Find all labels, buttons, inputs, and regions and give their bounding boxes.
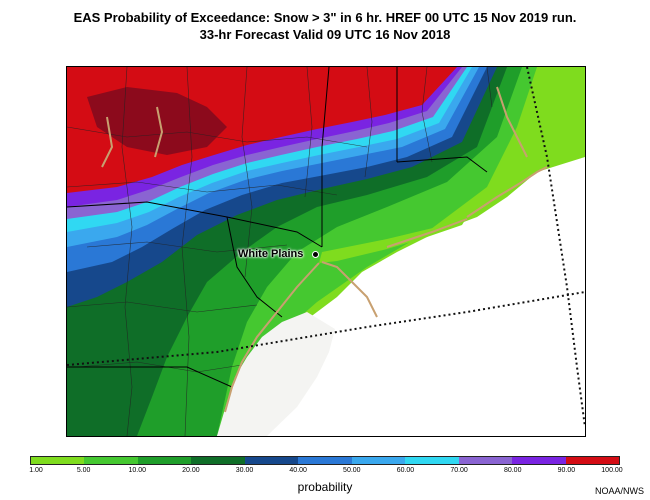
chart-title-line1: EAS Probability of Exceedance: Snow > 3"… — [73, 10, 577, 25]
colorbar-segment — [31, 457, 85, 464]
colorbar-segment — [565, 457, 619, 464]
colorbar-tick-label: 50.00 — [343, 467, 361, 474]
colorbar-segment — [351, 457, 406, 464]
probability-map — [66, 66, 586, 437]
low-prob-land — [217, 312, 335, 436]
city-label: White Plains — [238, 248, 304, 260]
long-island — [319, 217, 467, 263]
colorbar-tick-label: 1.00 — [29, 467, 43, 474]
colorbar-tick-label: 5.00 — [76, 467, 91, 474]
dotted-lines — [67, 67, 585, 428]
colorbar-tick-label: 60.00 — [396, 467, 415, 474]
colorbar-tick-label: 100.00 — [601, 467, 623, 474]
colorbar-segment — [84, 457, 138, 464]
colorbar-segment — [512, 457, 566, 464]
colorbar-segment — [244, 457, 299, 464]
colorbar-segment — [298, 457, 352, 464]
coastline — [101, 86, 548, 413]
colorbar-tick-label: 90.00 — [557, 467, 576, 474]
colorbar-tick-label: 20.00 — [182, 467, 200, 474]
colorbar-label: probability — [297, 480, 353, 494]
colorbar-segment — [405, 457, 459, 464]
colorbar-segment — [458, 457, 513, 464]
credit-text: NOAA/NWS — [594, 486, 644, 496]
colorbar-tick-label: 80.00 — [503, 467, 522, 474]
chart-title-line2: 33-hr Forecast Valid 09 UTC 16 Nov 2018 — [199, 27, 451, 42]
colorbar-tick-label: 10.00 — [128, 467, 147, 474]
colorbar — [30, 456, 620, 465]
prob-band-dark-red — [87, 87, 227, 155]
city-marker-dot — [312, 251, 319, 258]
colorbar-segment — [137, 457, 192, 464]
state-borders — [67, 67, 488, 388]
colorbar-tick-label: 30.00 — [235, 467, 254, 474]
county-borders — [67, 67, 493, 436]
colorbar-tick-label: 40.00 — [289, 467, 307, 474]
map-canvas — [67, 67, 585, 436]
colorbar-segment — [191, 457, 245, 464]
colorbar-tick-label: 70.00 — [450, 467, 468, 474]
